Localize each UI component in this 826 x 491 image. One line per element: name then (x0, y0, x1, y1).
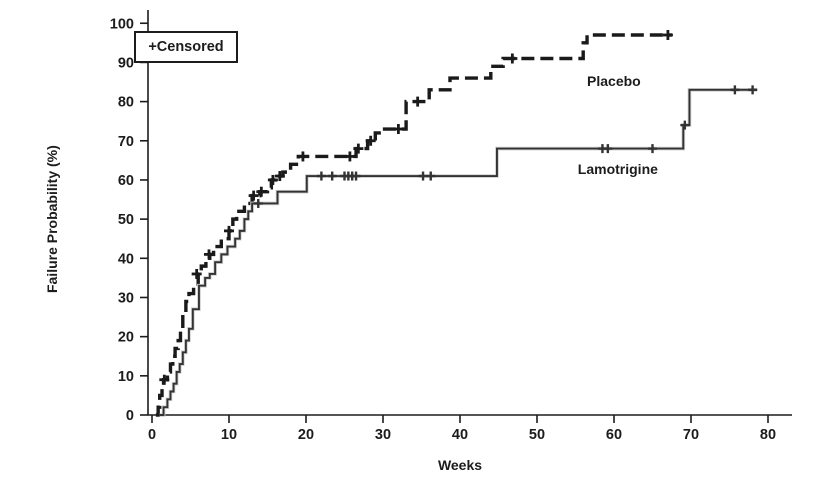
y-tick-label: 50 (118, 212, 134, 228)
lamotrigine-curve-halo (159, 88, 758, 417)
y-tick-label: 60 (118, 173, 134, 189)
y-tick-label: 90 (118, 55, 134, 71)
x-tick-label: 0 (148, 427, 156, 443)
y-tick-label: 80 (118, 95, 134, 111)
x-tick-label: 20 (298, 427, 314, 443)
placebo-label: Placebo (587, 73, 641, 89)
y-tick-label: 70 (118, 134, 134, 150)
x-axis-title: Weeks (438, 457, 482, 473)
placebo-curve (155, 33, 672, 417)
y-axis-title: Failure Probability (%) (44, 145, 60, 293)
lamotrigine-label: Lamotrigine (578, 161, 658, 177)
x-tick-label: 30 (375, 427, 391, 443)
y-tick-label: 0 (126, 408, 134, 424)
x-tick-label: 50 (529, 427, 545, 443)
x-tick-label: 70 (683, 427, 699, 443)
censored-legend: +Censored (134, 31, 238, 63)
y-tick-label: 20 (118, 330, 134, 346)
x-tick-label: 40 (452, 427, 468, 443)
x-tick-label: 80 (760, 427, 776, 443)
y-tick-label: 40 (118, 251, 134, 267)
x-tick-label: 60 (606, 427, 622, 443)
x-tick-label: 10 (221, 427, 237, 443)
y-tick-label: 100 (110, 16, 134, 32)
lamotrigine-curve (159, 88, 758, 416)
y-tick-label: 10 (118, 369, 134, 385)
y-tick-label: 30 (118, 290, 134, 306)
